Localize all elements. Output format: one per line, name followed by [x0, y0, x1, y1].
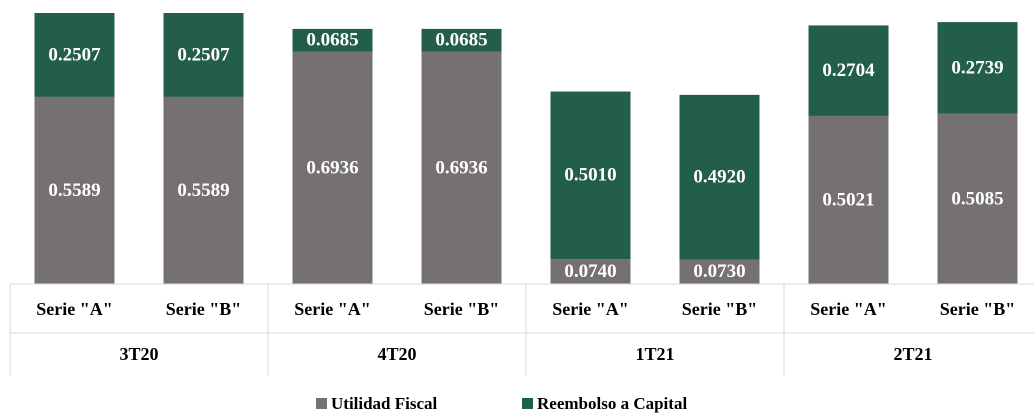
group-label: 3T20	[119, 344, 158, 364]
group-label: 2T21	[893, 344, 932, 364]
bar-segment	[292, 51, 373, 284]
x-tick-label: Serie "A"	[36, 299, 112, 319]
bar-segment	[292, 28, 373, 52]
bar-segment	[679, 94, 760, 260]
value-label: 0.6936	[435, 157, 487, 178]
value-label: 0.5021	[822, 189, 874, 210]
value-label: 0.0730	[693, 261, 745, 282]
bar-segment	[163, 13, 244, 97]
bar-segment	[163, 96, 244, 285]
value-label: 0.0685	[435, 30, 487, 51]
legend-label: Reembolso a Capital	[537, 394, 687, 413]
bar-segment	[34, 13, 115, 97]
bar-segment	[550, 259, 631, 284]
bar-segment	[937, 22, 1018, 114]
value-label: 0.5010	[564, 165, 616, 186]
value-label: 0.5589	[48, 180, 100, 201]
value-label: 0.2507	[177, 44, 230, 65]
legend-swatch	[316, 398, 327, 409]
bar-segment	[34, 96, 115, 285]
x-tick-label: Serie "A"	[552, 299, 628, 319]
value-label: 0.2739	[951, 57, 1003, 78]
legend-label: Utilidad Fiscal	[331, 394, 438, 413]
value-label: 0.0740	[564, 261, 616, 282]
group-label: 1T21	[635, 344, 674, 364]
x-tick-label: Serie "B"	[166, 299, 241, 319]
bar-segment	[937, 113, 1018, 284]
value-label: 0.2507	[48, 44, 101, 65]
bar-segment	[808, 25, 889, 116]
bar-segment	[421, 28, 502, 52]
legend-swatch	[522, 398, 533, 409]
x-tick-label: Serie "A"	[810, 299, 886, 319]
bar-segment	[421, 51, 502, 284]
x-tick-label: Serie "B"	[682, 299, 757, 319]
value-label: 0.5589	[177, 180, 229, 201]
x-tick-label: Serie "B"	[424, 299, 499, 319]
bar-segment	[808, 115, 889, 285]
bar-segment	[550, 91, 631, 260]
x-tick-label: Serie "A"	[294, 299, 370, 319]
value-label: 0.4920	[693, 167, 745, 188]
value-label: 0.0685	[306, 30, 358, 51]
bar-segment	[679, 259, 760, 284]
value-label: 0.5085	[951, 188, 1003, 209]
value-label: 0.6936	[306, 157, 358, 178]
group-label: 4T20	[377, 344, 416, 364]
value-label: 0.2704	[822, 60, 875, 81]
x-tick-label: Serie "B"	[940, 299, 1015, 319]
